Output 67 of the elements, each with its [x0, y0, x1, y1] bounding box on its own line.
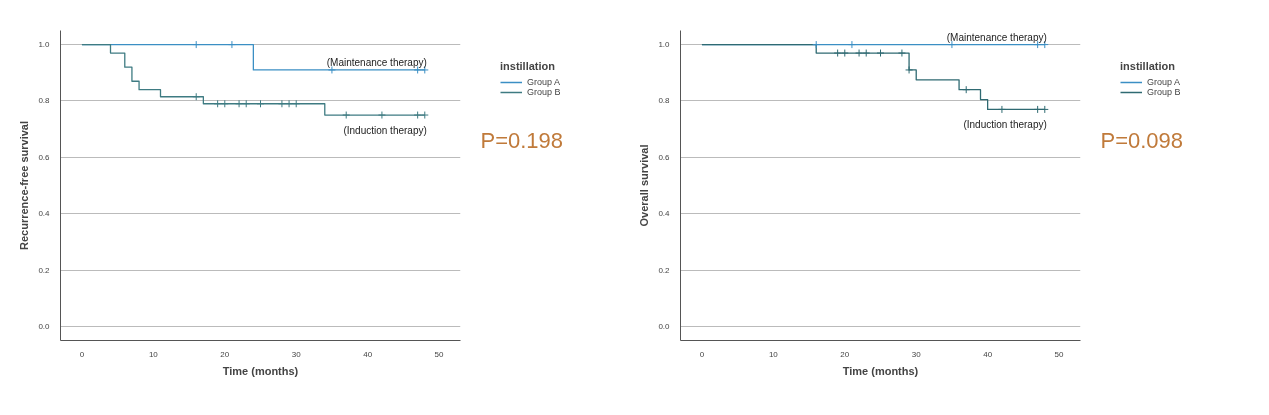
y-tick-label: 1.0 [38, 40, 51, 50]
y-tick-label: 0.6 [658, 152, 671, 162]
legend-title: instillation [1120, 60, 1176, 72]
y-tick-label: 0.0 [38, 321, 51, 331]
legend-label: Group A [527, 77, 561, 87]
x-tick-label: 10 [148, 349, 159, 359]
y-tick-label: 0.8 [658, 96, 671, 106]
x-axis-title: Time (months) [842, 364, 919, 377]
y-tick-label: 0.8 [38, 96, 51, 106]
point [1033, 105, 1042, 114]
legend-title: instillation [500, 60, 556, 72]
legend-label: Group B [1147, 87, 1181, 97]
x-tick-label: 40 [983, 349, 993, 359]
x-tick-label: 20 [840, 349, 850, 359]
y-tick-label: 0.4 [38, 209, 51, 219]
point [905, 65, 914, 74]
point [220, 99, 229, 108]
point [192, 92, 201, 101]
y-tick-label: 1.0 [658, 40, 671, 50]
point [855, 49, 864, 58]
point [1040, 105, 1049, 114]
point [997, 105, 1006, 114]
point [962, 85, 971, 94]
x-tick-label: 30 [291, 349, 302, 359]
point [840, 49, 849, 58]
x-axis-title: Time (months) [222, 364, 299, 377]
annotation: (Induction therapy) [343, 125, 427, 137]
point [862, 49, 871, 58]
point [235, 99, 244, 108]
point [897, 49, 906, 58]
x-tick-label: 50 [434, 349, 445, 359]
point [227, 40, 236, 49]
y-tick-label: 0.4 [658, 209, 671, 219]
point [277, 99, 286, 108]
x-tick-label: 10 [768, 349, 779, 359]
point [847, 40, 856, 49]
point [213, 99, 222, 108]
point [342, 111, 351, 120]
annotation: (Maintenance therapy) [946, 31, 1047, 43]
point [285, 99, 294, 108]
point [292, 99, 301, 108]
y-tick-label: 0.0 [658, 321, 671, 331]
text: P=0.098 [1100, 128, 1184, 153]
point [377, 111, 386, 120]
y-axis-title: Overall survival [638, 144, 651, 227]
text: P=0.198 [480, 128, 564, 153]
x-tick-label: 0 [79, 349, 85, 359]
point [242, 99, 251, 108]
point [833, 49, 842, 58]
y-tick-label: 0.2 [38, 265, 51, 275]
x-tick-label: 0 [699, 349, 705, 359]
x-tick-label: 40 [363, 349, 373, 359]
point [420, 111, 429, 120]
point [876, 49, 885, 58]
x-tick-label: 20 [220, 349, 230, 359]
x-tick-label: 50 [1054, 349, 1065, 359]
x-tick-label: 30 [911, 349, 922, 359]
point [812, 40, 821, 49]
y-tick-label: 0.6 [38, 152, 51, 162]
legend-label: Group B [527, 87, 561, 97]
y-tick-label: 0.2 [658, 265, 671, 275]
point [192, 40, 201, 49]
legend-label: Group A [1147, 77, 1181, 87]
point [413, 111, 422, 120]
annotation: (Maintenance therapy) [326, 56, 427, 68]
y-axis-title: Recurrence-free survival [18, 120, 31, 251]
annotation: (Induction therapy) [963, 119, 1047, 131]
